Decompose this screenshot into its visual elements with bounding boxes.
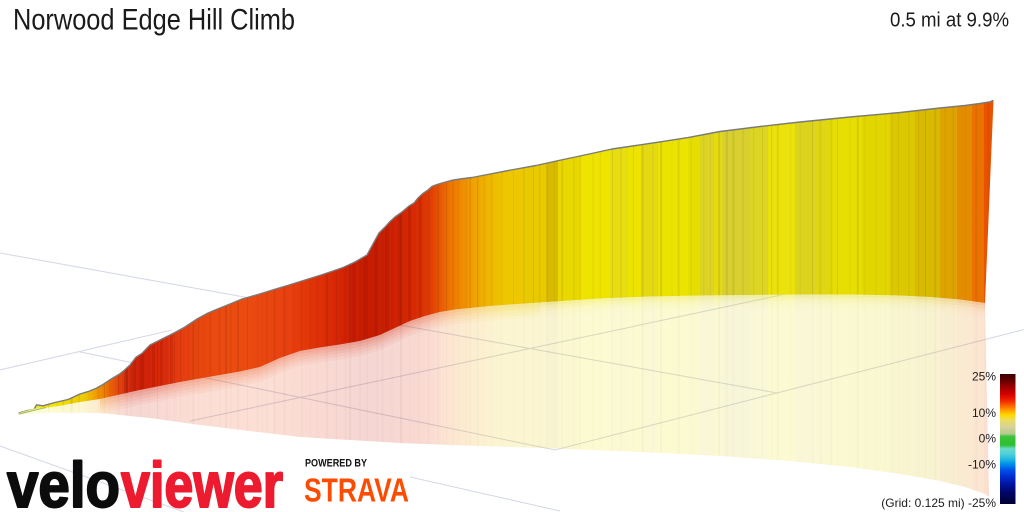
svg-text:STRAVA: STRAVA bbox=[304, 472, 409, 509]
svg-text:POWERED BY: POWERED BY bbox=[305, 458, 368, 470]
svg-text:25%: 25% bbox=[972, 370, 996, 384]
svg-text:velo: velo bbox=[7, 449, 120, 512]
svg-text:-10%: -10% bbox=[968, 458, 996, 472]
svg-text:0%: 0% bbox=[979, 432, 997, 446]
svg-text:Norwood Edge Hill Climb: Norwood Edge Hill Climb bbox=[13, 4, 295, 37]
svg-text:10%: 10% bbox=[972, 406, 996, 420]
svg-text:0.5 mi at 9.9%: 0.5 mi at 9.9% bbox=[890, 8, 1009, 31]
svg-text:viewer: viewer bbox=[121, 449, 283, 512]
svg-text:(Grid: 0.125 mi) -25%: (Grid: 0.125 mi) -25% bbox=[881, 496, 996, 510]
